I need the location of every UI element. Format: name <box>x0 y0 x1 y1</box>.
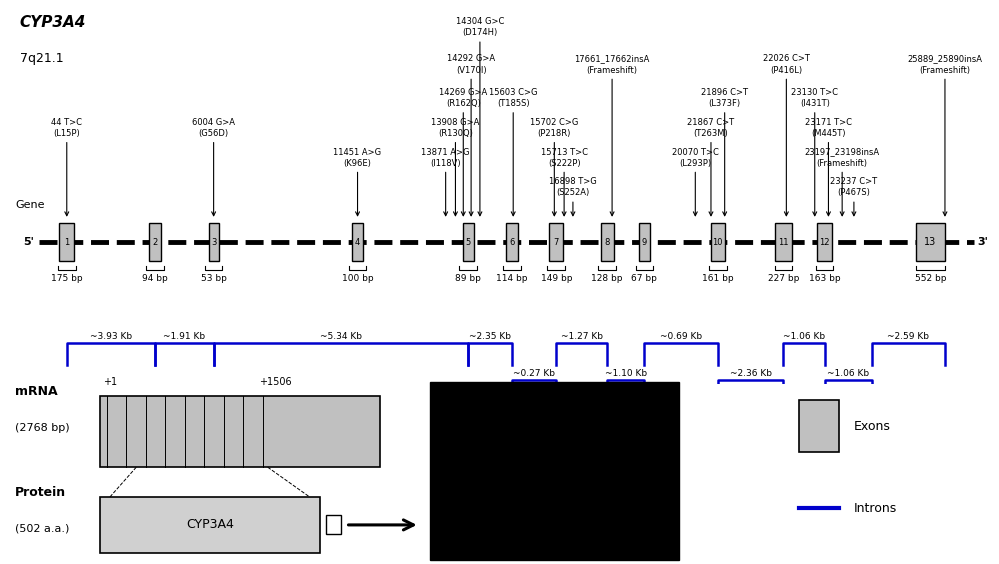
Text: (2768 bp): (2768 bp) <box>15 422 70 433</box>
Text: 15713 T>C
(S222P): 15713 T>C (S222P) <box>540 148 587 168</box>
Text: 17661_17662insA
(Frameshift): 17661_17662insA (Frameshift) <box>574 55 649 74</box>
Text: ~3.93 Kb: ~3.93 Kb <box>90 332 132 341</box>
Text: 149 bp: 149 bp <box>540 275 572 284</box>
Text: CYP3A4: CYP3A4 <box>186 518 234 531</box>
Bar <box>463 223 474 261</box>
Text: 9: 9 <box>641 237 647 246</box>
Text: ~2.36 Kb: ~2.36 Kb <box>729 369 771 378</box>
Text: ~2.59 Kb: ~2.59 Kb <box>887 332 929 341</box>
Text: 20070 T>C
(L293P): 20070 T>C (L293P) <box>672 148 718 168</box>
Text: 8: 8 <box>604 237 609 246</box>
Text: 89 bp: 89 bp <box>456 275 482 284</box>
Text: 13908 G>A
(R130Q): 13908 G>A (R130Q) <box>432 118 480 138</box>
Text: Introns: Introns <box>854 501 897 515</box>
Text: 227 bp: 227 bp <box>767 275 799 284</box>
Text: 1: 1 <box>64 237 69 246</box>
Bar <box>915 223 945 261</box>
Text: 6004 G>A
(G56D): 6004 G>A (G56D) <box>192 118 235 138</box>
Text: 175 bp: 175 bp <box>51 275 83 284</box>
Text: 114 bp: 114 bp <box>497 275 528 284</box>
Bar <box>149 223 161 261</box>
Text: 22026 C>T
(P416L): 22026 C>T (P416L) <box>763 55 810 74</box>
Bar <box>775 223 792 261</box>
Text: 5: 5 <box>466 237 471 246</box>
Text: 16898 T>G
(S252A): 16898 T>G (S252A) <box>549 177 596 197</box>
Bar <box>209 223 219 261</box>
Text: 44 T>C
(L15P): 44 T>C (L15P) <box>51 118 82 138</box>
Text: ~5.34 Kb: ~5.34 Kb <box>320 332 362 341</box>
Text: 163 bp: 163 bp <box>809 275 840 284</box>
Text: 7: 7 <box>553 237 559 246</box>
Bar <box>430 382 679 560</box>
Bar <box>799 400 839 452</box>
Text: +1: +1 <box>103 377 117 387</box>
Text: 14292 G>A
(V170I): 14292 G>A (V170I) <box>447 55 496 74</box>
Bar <box>100 396 380 467</box>
Bar <box>817 223 831 261</box>
Text: 15603 C>G
(T185S): 15603 C>G (T185S) <box>489 88 537 108</box>
Text: 67 bp: 67 bp <box>631 275 657 284</box>
Text: 11: 11 <box>778 237 788 246</box>
Text: 23237 C>T
(P467S): 23237 C>T (P467S) <box>830 177 877 197</box>
Text: ~1.27 Kb: ~1.27 Kb <box>560 332 602 341</box>
Text: 10: 10 <box>712 237 723 246</box>
Text: 128 bp: 128 bp <box>591 275 623 284</box>
Text: 21896 C>T
(L373F): 21896 C>T (L373F) <box>701 88 748 108</box>
Text: 6: 6 <box>509 237 514 246</box>
Text: Exons: Exons <box>854 420 891 433</box>
Text: 14269 G>A
(R162Q): 14269 G>A (R162Q) <box>440 88 488 108</box>
Text: 15702 C>G
(P218R): 15702 C>G (P218R) <box>530 118 578 138</box>
Text: ~1.91 Kb: ~1.91 Kb <box>163 332 206 341</box>
Text: 94 bp: 94 bp <box>142 275 168 284</box>
Text: 14304 G>C
(D174H): 14304 G>C (D174H) <box>456 17 504 37</box>
Text: 3': 3' <box>977 237 988 247</box>
Text: ~2.35 Kb: ~2.35 Kb <box>470 332 511 341</box>
Text: 161 bp: 161 bp <box>702 275 733 284</box>
Text: 7q21.1: 7q21.1 <box>20 52 63 65</box>
Text: +1506: +1506 <box>260 377 292 387</box>
Text: Protein: Protein <box>15 486 66 499</box>
Text: 100 bp: 100 bp <box>342 275 374 284</box>
Text: 21867 C>T
(T263M): 21867 C>T (T263M) <box>687 118 734 138</box>
Text: (502 a.a.): (502 a.a.) <box>15 523 69 533</box>
Text: 23130 T>C
(I431T): 23130 T>C (I431T) <box>791 88 838 108</box>
Bar <box>100 497 320 553</box>
Text: 3: 3 <box>211 237 217 246</box>
Text: ~1.06 Kb: ~1.06 Kb <box>827 369 869 378</box>
Bar <box>506 223 518 261</box>
Text: 53 bp: 53 bp <box>201 275 227 284</box>
Text: Gene: Gene <box>15 200 44 210</box>
Bar <box>326 515 341 535</box>
Text: 23197_23198insA
(Frameshift): 23197_23198insA (Frameshift) <box>804 148 880 168</box>
Text: 552 bp: 552 bp <box>914 275 946 284</box>
Text: CYP3A4: CYP3A4 <box>20 15 86 30</box>
Bar <box>600 223 613 261</box>
Bar <box>710 223 725 261</box>
Text: ~1.10 Kb: ~1.10 Kb <box>604 369 647 378</box>
Bar <box>352 223 364 261</box>
Text: 13871 A>G
(I118V): 13871 A>G (I118V) <box>422 148 470 168</box>
Bar <box>549 223 563 261</box>
Text: 13: 13 <box>924 237 936 247</box>
Text: 5': 5' <box>24 237 34 247</box>
Bar <box>60 223 74 261</box>
Bar <box>639 223 649 261</box>
Text: ~0.27 Kb: ~0.27 Kb <box>513 369 555 378</box>
Text: 4: 4 <box>355 237 361 246</box>
Text: 11451 A>G
(K96E): 11451 A>G (K96E) <box>334 148 382 168</box>
Text: 12: 12 <box>819 237 830 246</box>
Text: mRNA: mRNA <box>15 385 58 398</box>
Text: ~1.06 Kb: ~1.06 Kb <box>783 332 825 341</box>
Text: 2: 2 <box>152 237 158 246</box>
Text: 25889_25890insA
(Frameshift): 25889_25890insA (Frameshift) <box>907 55 982 74</box>
Text: ~0.69 Kb: ~0.69 Kb <box>660 332 702 341</box>
Text: 23171 T>C
(M445T): 23171 T>C (M445T) <box>805 118 852 138</box>
